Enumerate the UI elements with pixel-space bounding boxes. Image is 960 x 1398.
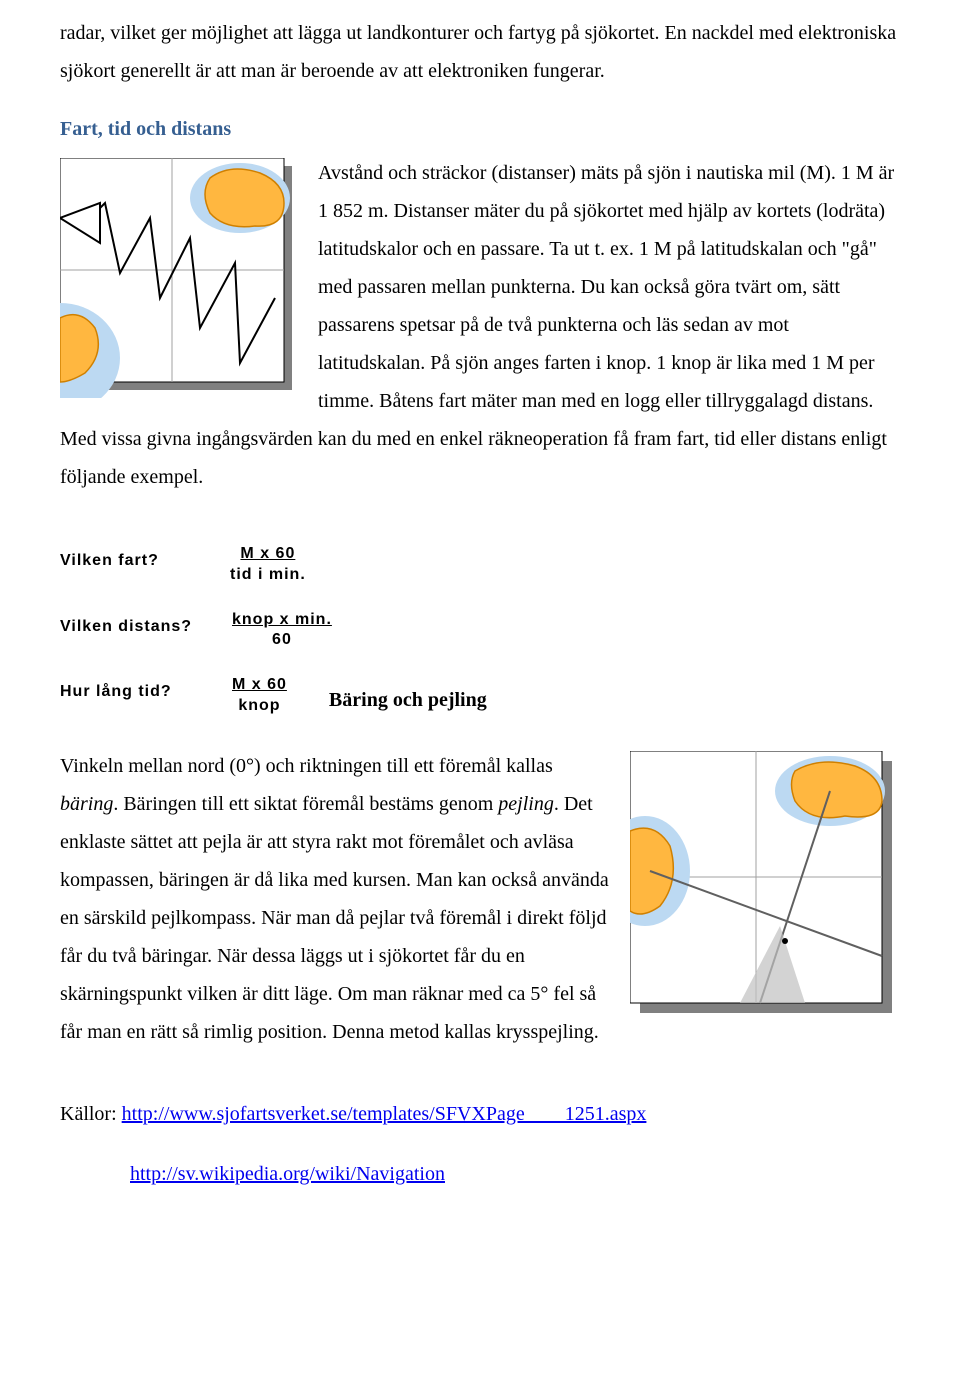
formula-table: Vilken fart? M x 60 tid i min. Vilken di…	[60, 544, 900, 719]
formula-question: Hur lång tid?	[60, 675, 230, 719]
source-link-2[interactable]: http://sv.wikipedia.org/wiki/Navigation	[130, 1163, 445, 1185]
formula-answer: knop x min. 60	[230, 610, 334, 652]
figure-passare	[60, 158, 300, 398]
formula-row: Hur lång tid? M x 60 knop Bäring och pej…	[60, 675, 900, 719]
formula-question: Vilken distans?	[60, 610, 230, 652]
section1-title: Fart, tid och distans	[60, 110, 900, 148]
formula-answer: M x 60 tid i min.	[230, 544, 306, 586]
formula-answer: M x 60 knop	[230, 675, 289, 719]
formula-row: Vilken distans? knop x min. 60	[60, 610, 900, 652]
figure-krysspejling	[630, 751, 900, 1021]
sources-block: Källor: http://www.sjofartsverket.se/tem…	[60, 1095, 900, 1193]
sources-label: Källor:	[60, 1103, 122, 1125]
formula-question: Vilken fart?	[60, 544, 230, 586]
source-link-1[interactable]: http://www.sjofartsverket.se/templates/S…	[122, 1103, 647, 1125]
section2-title: Bäring och pejling	[329, 689, 487, 711]
intro-paragraph: radar, vilket ger möjlighet att lägga ut…	[60, 14, 900, 90]
formula-row: Vilken fart? M x 60 tid i min.	[60, 544, 900, 586]
